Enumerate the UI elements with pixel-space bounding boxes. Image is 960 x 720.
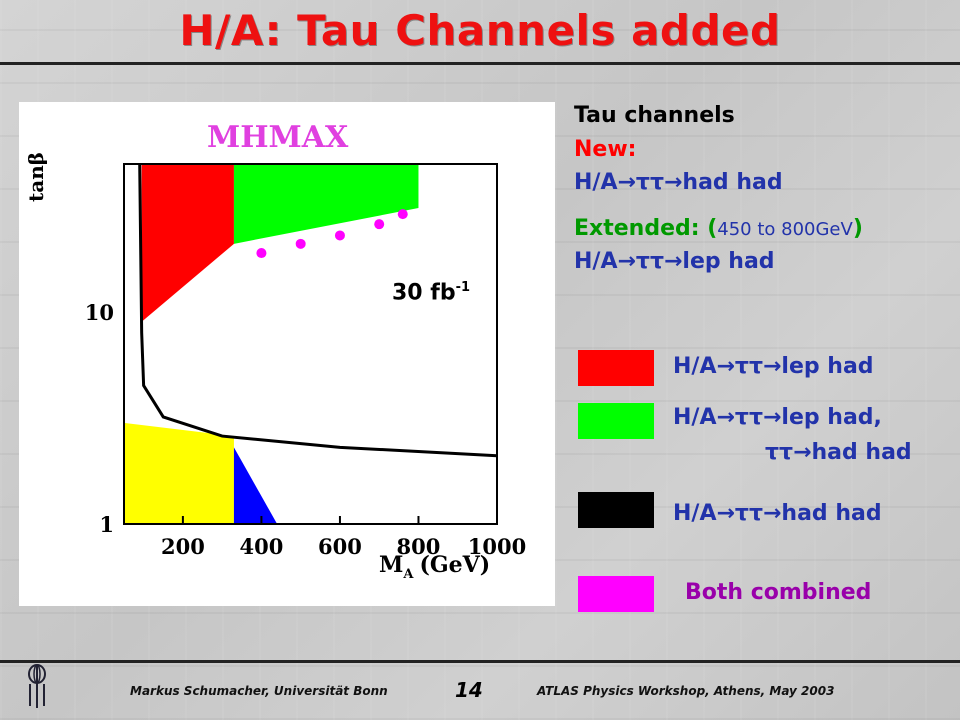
legend-swatch-red — [578, 350, 654, 386]
legend-label-lep-had-combined: H/A→ττ→lep had, — [673, 405, 882, 430]
x-tick-800: 800 — [397, 534, 441, 559]
combined-point-1 — [295, 238, 306, 249]
chart-title: MHMAX — [207, 120, 349, 155]
page-number: 14 — [455, 678, 483, 702]
axis-ticks: 200 400 600 800 1000 1 10 — [85, 300, 526, 559]
combined-point-4 — [397, 209, 408, 220]
combined-point-0 — [256, 248, 267, 259]
chart-regions — [124, 163, 498, 524]
tau-channels-heading: Tau channels — [574, 103, 735, 128]
legend-label-lep-had: H/A→ττ→lep had — [673, 354, 874, 379]
legend-label-both-combined: Both combined — [685, 580, 872, 605]
legend-label-had-had-line2: ττ→had had — [765, 440, 912, 465]
x-tick-400: 400 — [239, 534, 283, 559]
y-tick-1: 1 — [99, 512, 114, 537]
footer-event: ATLAS Physics Workshop, Athens, May 2003 — [537, 684, 835, 698]
exclusion-plot: MHMAX 200 400 600 800 1000 1 10 tanβ MA (GeV) — [19, 102, 555, 606]
legend-label-had-had: H/A→ττ→had had — [673, 501, 882, 526]
title-divider — [0, 62, 960, 65]
footer-divider — [0, 660, 960, 663]
combined-point-2 — [334, 230, 345, 241]
y-tick-10: 10 — [85, 300, 114, 325]
atlas-logo-icon — [28, 664, 46, 708]
legend-swatch-green — [578, 403, 654, 439]
new-channel: H/A→ττ→had had — [574, 170, 783, 195]
x-tick-1000: 1000 — [468, 534, 526, 559]
combined-point-3 — [374, 219, 385, 230]
region-1 — [233, 164, 419, 244]
legend-swatch-magenta — [578, 576, 654, 612]
extended-channel: H/A→ττ→lep had — [574, 249, 775, 274]
page-title: H/A: Tau Channels added — [179, 6, 781, 55]
footer-author: Markus Schumacher, Universität Bonn — [130, 684, 388, 698]
plot-frame — [123, 163, 498, 525]
new-label: New: — [574, 137, 637, 162]
x-axis-label: MA (GeV) — [379, 552, 490, 582]
y-axis-label: tanβ — [24, 152, 48, 202]
region-3 — [233, 447, 278, 524]
legend-swatch-black — [578, 492, 654, 528]
x-tick-200: 200 — [161, 534, 205, 559]
x-tick-600: 600 — [318, 534, 362, 559]
extended-label: Extended: (450 to 800GeV) — [574, 216, 863, 241]
luminosity-label: 30 fb-1 — [392, 280, 471, 306]
exclusion-chart: MHMAX 200 400 600 800 1000 1 10 tanβ MA (GeV) — [24, 120, 526, 582]
had-had-contour — [138, 163, 498, 458]
region-2 — [124, 422, 234, 524]
region-0 — [141, 164, 234, 322]
